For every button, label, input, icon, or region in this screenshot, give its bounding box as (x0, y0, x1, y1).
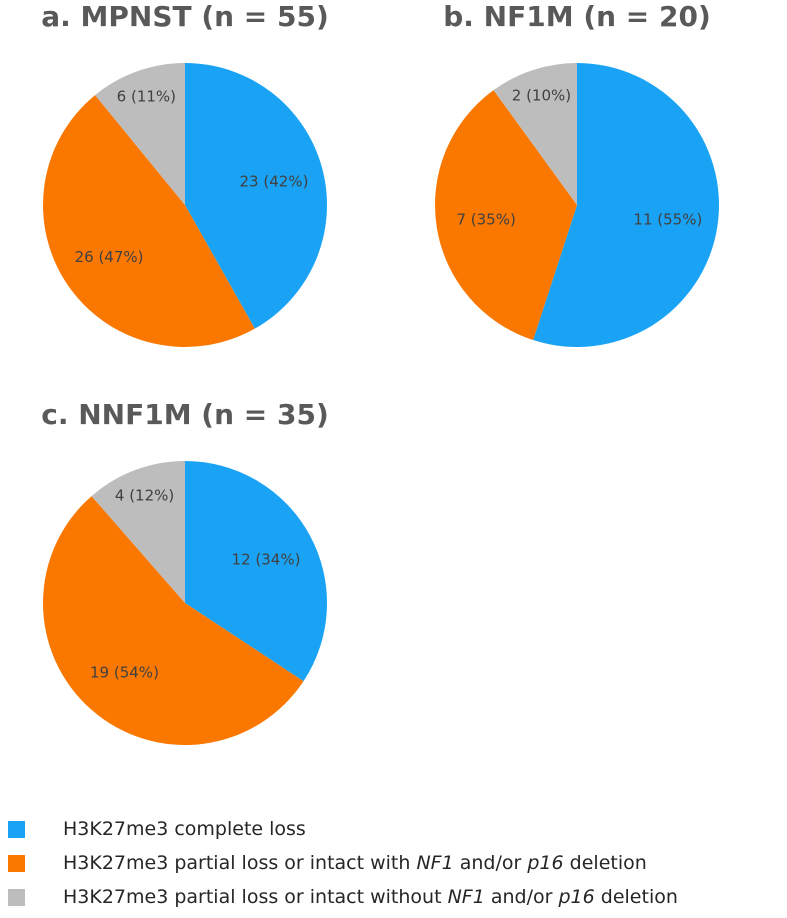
legend-text-part: NF1 (416, 852, 454, 874)
slice-partial-with-deletion (435, 90, 577, 341)
legend-text-part: and/or (484, 886, 559, 908)
legend-label: H3K27me3 partial loss or intact with NF1… (63, 852, 647, 874)
legend-text-part: H3K27me3 partial loss or intact with (63, 852, 417, 874)
data-label: 26 (47%) (75, 248, 144, 266)
legend-text-part: H3K27me3 complete loss (63, 818, 306, 840)
data-label: 7 (35%) (456, 210, 515, 228)
legend-text-part: H3K27me3 partial loss or intact without (63, 886, 448, 908)
pie-svg: 23 (42%) 26 (47%) 6 (11%) (43, 62, 327, 347)
legend-text-part: deletion (563, 852, 647, 874)
slice-partial-without-deletion (95, 62, 185, 205)
slice-complete-loss (185, 461, 327, 682)
data-label: 6 (11%) (117, 88, 176, 106)
data-label: 23 (42%) (240, 173, 309, 191)
legend-swatch (8, 820, 25, 838)
legend-item-complete-loss: H3K27me3 complete loss (0, 812, 678, 846)
slice-partial-with-deletion (43, 95, 255, 347)
legend-text-part: p16 (527, 852, 564, 874)
slice-partial-without-deletion (493, 63, 577, 205)
slice-partial-with-deletion (42, 496, 304, 745)
pie-svg: 12 (34%) 19 (54%) 4 (12%) (42, 461, 327, 745)
legend-swatch (8, 888, 25, 906)
legend-text-part: and/or (453, 852, 528, 874)
data-label: 4 (12%) (115, 486, 174, 504)
legend: H3K27me3 complete loss H3K27me3 partial … (0, 812, 678, 914)
data-label: 11 (55%) (633, 210, 702, 228)
legend-text-part: p16 (558, 886, 595, 908)
legend-item-partial-without-deletion: H3K27me3 partial loss or intact without … (0, 880, 678, 914)
legend-swatch (8, 854, 25, 872)
pie-chart-nnf1m: c. NNF1M (n = 35) 12 (34%) 19 (54%) 4 (12%… (20, 398, 350, 778)
legend-text-part: NF1 (447, 886, 485, 908)
data-label: 2 (10%) (512, 87, 571, 105)
pie-chart-nf1m: b. NF1M (n = 20) 11 (55%) 7 (35%) 2 (10%) (412, 0, 742, 380)
legend-text-part: deletion (594, 886, 678, 908)
legend-label: H3K27me3 partial loss or intact without … (63, 886, 678, 908)
chart-title: a. MPNST (n = 55) (41, 0, 329, 33)
data-label: 19 (54%) (90, 663, 159, 681)
legend-item-partial-with-deletion: H3K27me3 partial loss or intact with NF1… (0, 846, 678, 880)
legend-label: H3K27me3 complete loss (63, 818, 306, 840)
chart-title: b. NF1M (n = 20) (443, 0, 711, 33)
slice-complete-loss (185, 63, 327, 329)
chart-title: c. NNF1M (n = 35) (41, 398, 329, 431)
pie-chart-mpnst: a. MPNST (n = 55) 23 (42%) 26 (47%) 6 (11%… (20, 0, 350, 380)
slice-partial-without-deletion (91, 461, 185, 603)
slice-complete-loss (533, 63, 719, 347)
data-label: 12 (34%) (232, 550, 301, 568)
pie-svg: 11 (55%) 7 (35%) 2 (10%) (435, 63, 719, 347)
